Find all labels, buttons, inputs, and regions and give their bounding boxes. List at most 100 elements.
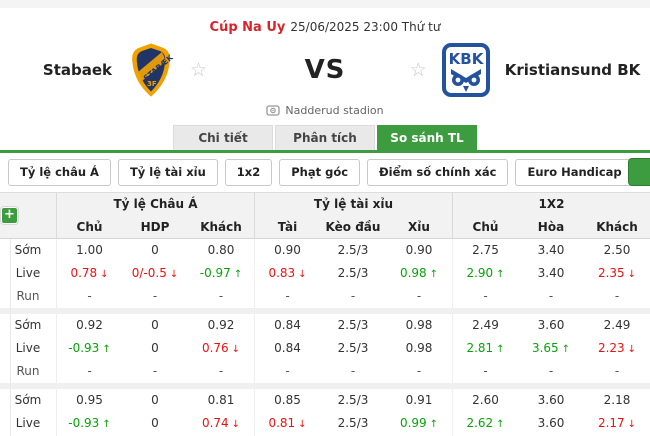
odds-value: 0 bbox=[151, 318, 159, 332]
odds-value: -0.93 bbox=[68, 416, 100, 430]
odds-value: 2.35 bbox=[597, 266, 625, 280]
odds-cell: 3.40 bbox=[518, 239, 584, 262]
odds-cell: 1.00 bbox=[56, 239, 122, 262]
odds-cell: - bbox=[56, 285, 122, 308]
odds-cell: 2.75 bbox=[452, 239, 518, 262]
subnav-phat-goc[interactable]: Phạt góc bbox=[279, 159, 361, 186]
odds-cell: - bbox=[56, 360, 122, 383]
subnav-row: Tỷ lệ châu Á Tỷ lệ tài xỉu 1x2 Phạt góc … bbox=[0, 153, 650, 192]
odds-value: 0.81 bbox=[268, 416, 296, 430]
odds-value: - bbox=[152, 364, 158, 378]
block-separator bbox=[0, 383, 650, 389]
odds-cell: - bbox=[188, 360, 254, 383]
odds-cell: 2.60 bbox=[452, 389, 518, 412]
home-favorite-star-icon[interactable]: ☆ bbox=[190, 59, 208, 81]
odds-value: 0.76 bbox=[201, 341, 229, 355]
odds-value: - bbox=[350, 364, 356, 378]
table-left-guide-line bbox=[10, 239, 11, 436]
odds-value: 0.98 bbox=[405, 341, 433, 355]
kbk-logo-icon: KBK bbox=[441, 43, 490, 97]
odds-cell: 2.90 ↑ bbox=[452, 262, 518, 286]
odds-value: - bbox=[87, 289, 92, 303]
odds-row-som: Sớm 0.92 0 0.92 0.84 2.5/3 0.98 2.49 3.60 2.49 bbox=[0, 314, 650, 337]
add-bookmaker-button[interactable]: + bbox=[1, 207, 18, 224]
odds-cell: 0.81 bbox=[188, 389, 254, 412]
odds-cell: 0.84 bbox=[254, 314, 320, 337]
row-label: Sớm bbox=[14, 393, 42, 407]
row-label: Live bbox=[15, 341, 41, 355]
trend-up-icon: ↑ bbox=[102, 419, 111, 430]
odds-cell: 0.92 bbox=[56, 314, 122, 337]
trend-up-icon: ↑ bbox=[429, 419, 439, 430]
subnav-ty-le-tai-xiu[interactable]: Tỷ lệ tài xỉu bbox=[117, 159, 218, 186]
odds-value: -0.93 bbox=[68, 341, 100, 355]
tab-so-sanh-tl[interactable]: So sánh TL bbox=[377, 125, 477, 150]
odds-value: - bbox=[483, 289, 488, 303]
odds-cell: 0.92 bbox=[188, 314, 254, 337]
column-header: Khách bbox=[596, 220, 638, 234]
odds-cell: 0 bbox=[122, 314, 188, 337]
tab-phan-tich[interactable]: Phân tích bbox=[275, 125, 375, 150]
odds-cell: 3.60 bbox=[518, 389, 584, 412]
table-column-header-row: Chủ HDP Khách Tài Kèo đầu Xỉu Chủ Hòa Kh… bbox=[0, 215, 650, 239]
odds-value: 2.81 bbox=[466, 341, 494, 355]
odds-cell: - bbox=[254, 285, 320, 308]
odds-cell: 2.5/3 bbox=[320, 239, 386, 262]
odds-value: 0.74 bbox=[201, 416, 229, 430]
subnav-1x2[interactable]: 1x2 bbox=[224, 159, 273, 186]
subnav-diem-so-chinh-xac[interactable]: Điểm số chính xác bbox=[367, 159, 509, 186]
subnav-more-button[interactable] bbox=[628, 158, 650, 186]
odds-value: 0.85 bbox=[274, 393, 301, 407]
tab-chi-tiet[interactable]: Chi tiết bbox=[173, 125, 273, 150]
league-name: Cúp Na Uy bbox=[209, 20, 286, 35]
odds-cell: 0.83 ↓ bbox=[254, 262, 320, 286]
odds-cell: 0 bbox=[122, 412, 188, 436]
column-header: Hòa bbox=[537, 220, 565, 234]
odds-cell: 2.5/3 bbox=[320, 337, 386, 361]
odds-value: 0.78 bbox=[70, 266, 98, 280]
odds-value: 0.91 bbox=[405, 393, 433, 407]
away-team: ☆ KBK Kristiansund BK bbox=[400, 42, 650, 98]
trend-up-icon: ↑ bbox=[561, 344, 571, 355]
trend-down-icon: ↓ bbox=[298, 269, 307, 280]
group-header-over-under: Tỷ lệ tài xỉu bbox=[254, 193, 452, 215]
column-header: Chủ bbox=[452, 215, 518, 239]
odds-cell: 3.40 bbox=[518, 262, 584, 286]
trend-down-icon: ↓ bbox=[627, 344, 637, 355]
odds-cell: - bbox=[254, 360, 320, 383]
odds-value: 3.60 bbox=[537, 393, 565, 407]
away-favorite-star-icon[interactable]: ☆ bbox=[409, 59, 427, 81]
svg-text:KBK: KBK bbox=[448, 50, 484, 68]
odds-cell: 0 bbox=[122, 239, 188, 262]
subnav-ty-le-chau-a[interactable]: Tỷ lệ châu Á bbox=[8, 159, 111, 186]
odds-value: 0.84 bbox=[274, 318, 301, 332]
odds-value: 0.95 bbox=[76, 393, 103, 407]
odds-value: - bbox=[285, 289, 290, 303]
odds-cell: 3.60 bbox=[518, 314, 584, 337]
odds-cell: 0.84 bbox=[254, 337, 320, 361]
odds-value: 0.81 bbox=[207, 393, 235, 407]
trend-up-icon: ↑ bbox=[496, 419, 505, 430]
active-tab-underline bbox=[0, 150, 650, 153]
odds-cell: 0.90 bbox=[386, 239, 452, 262]
odds-cell: - bbox=[320, 360, 386, 383]
odds-cell: 0.98 bbox=[386, 337, 452, 361]
odds-value: 3.60 bbox=[537, 318, 565, 332]
odds-value: 0.92 bbox=[76, 318, 103, 332]
column-header: Kèo đầu bbox=[325, 220, 381, 234]
odds-value: 3.40 bbox=[537, 243, 565, 257]
odds-cell: 0.90 bbox=[254, 239, 320, 262]
odds-cell: -0.93 ↑ bbox=[56, 412, 122, 436]
odds-cell: - bbox=[188, 285, 254, 308]
odds-cell: 2.5/3 bbox=[320, 314, 386, 337]
stabaek-logo-icon: STABÆK 3F bbox=[132, 43, 176, 97]
column-header: HDP bbox=[140, 220, 170, 234]
odds-row-som: Sớm 0.95 0 0.81 0.85 2.5/3 0.91 2.60 3.60 2.18 bbox=[0, 389, 650, 412]
venue-line: Nadderud stadion bbox=[0, 104, 650, 117]
odds-value: 2.5/3 bbox=[337, 393, 369, 407]
odds-cell: 2.49 bbox=[452, 314, 518, 337]
odds-row-som: Sớm 1.00 0 0.80 0.90 2.5/3 0.90 2.75 3.40 2.50 bbox=[0, 239, 650, 262]
odds-cell: - bbox=[452, 360, 518, 383]
odds-value: 0.90 bbox=[405, 243, 433, 257]
subnav-euro-handicap[interactable]: Euro Handicap bbox=[515, 159, 634, 186]
